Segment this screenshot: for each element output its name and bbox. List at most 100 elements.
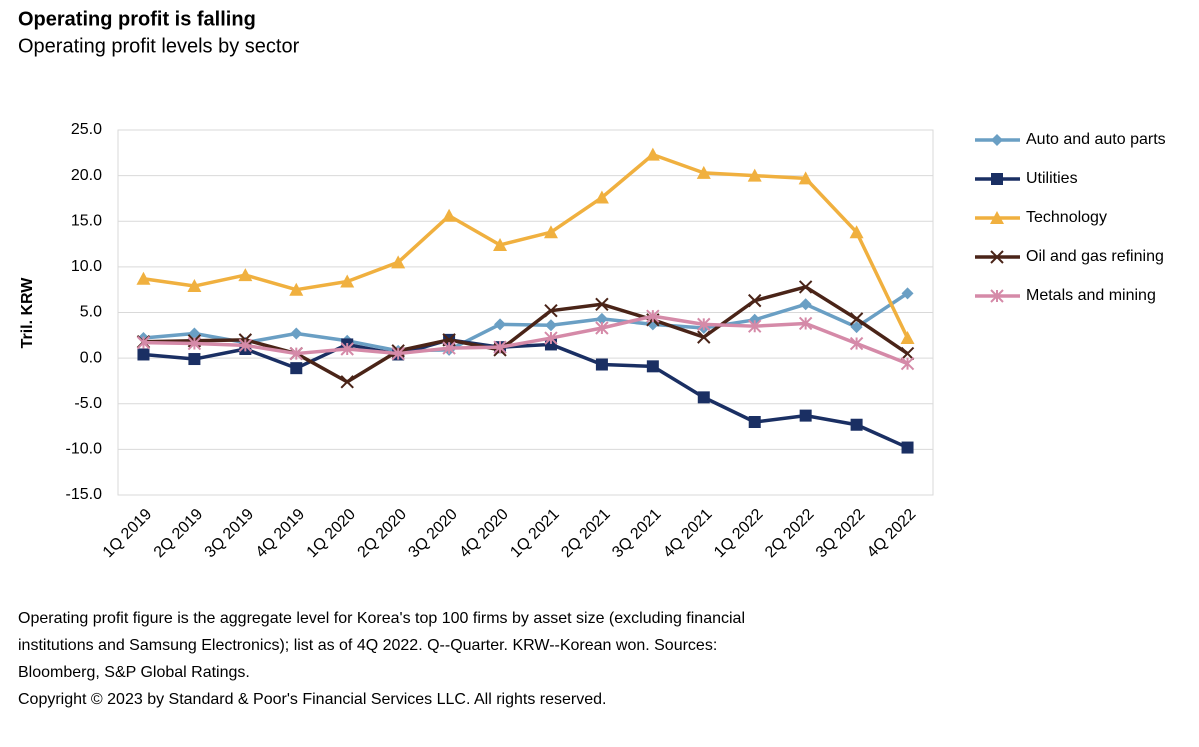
data-point bbox=[544, 319, 557, 332]
data-point bbox=[493, 237, 508, 251]
x-tick-label: 4Q 2022 bbox=[864, 506, 920, 562]
data-point bbox=[340, 342, 354, 356]
x-tick-label: 2Q 2021 bbox=[558, 506, 614, 562]
legend-marker bbox=[990, 289, 1004, 303]
footnote: Bloomberg, S&P Global Ratings. bbox=[18, 664, 250, 681]
y-tick-label: 5.0 bbox=[80, 304, 102, 321]
y-tick-label: 10.0 bbox=[71, 258, 102, 275]
data-point bbox=[900, 346, 915, 361]
data-point bbox=[493, 340, 507, 354]
y-tick-label: 15.0 bbox=[71, 212, 102, 229]
x-tick-label: 2Q 2019 bbox=[151, 506, 207, 562]
series-line bbox=[143, 285, 909, 384]
data-point bbox=[289, 282, 304, 296]
data-point bbox=[136, 335, 151, 350]
x-tick-label: 1Q 2019 bbox=[100, 506, 156, 562]
x-tick-label: 3Q 2020 bbox=[405, 506, 461, 562]
y-axis-label: Tril. KRW bbox=[19, 277, 36, 349]
legend-marker bbox=[991, 134, 1003, 146]
data-point bbox=[849, 312, 864, 326]
data-point bbox=[544, 303, 558, 318]
data-point bbox=[645, 147, 660, 161]
data-point bbox=[901, 441, 914, 454]
x-tick-label: 1Q 2020 bbox=[304, 506, 360, 562]
data-point bbox=[289, 346, 303, 361]
data-point bbox=[696, 165, 711, 179]
x-tick-label: 4Q 2020 bbox=[456, 506, 512, 562]
data-point bbox=[594, 190, 609, 204]
data-point bbox=[850, 418, 863, 431]
data-point bbox=[697, 330, 711, 344]
data-point bbox=[697, 391, 710, 404]
data-point bbox=[748, 319, 762, 333]
legend-marker bbox=[990, 211, 1004, 224]
data-point bbox=[595, 358, 608, 371]
data-point bbox=[340, 274, 355, 288]
y-tick-label: -10.0 bbox=[66, 441, 103, 458]
x-tick-label: 3Q 2022 bbox=[813, 506, 869, 562]
data-point bbox=[238, 338, 253, 353]
series-line bbox=[143, 291, 909, 353]
chart-subtitle: Operating profit levels by sector bbox=[18, 35, 300, 57]
data-point bbox=[340, 375, 354, 389]
series-line bbox=[143, 152, 910, 339]
data-point bbox=[747, 168, 762, 182]
data-point bbox=[849, 225, 864, 239]
data-point bbox=[646, 309, 660, 323]
data-point bbox=[850, 321, 863, 334]
data-point bbox=[543, 225, 558, 239]
data-point bbox=[901, 287, 914, 300]
data-point bbox=[187, 279, 202, 293]
data-point bbox=[595, 297, 609, 311]
x-tick-label: 1Q 2022 bbox=[711, 506, 767, 562]
data-point bbox=[748, 416, 761, 428]
x-tick-label: 1Q 2021 bbox=[507, 506, 563, 562]
data-point bbox=[187, 336, 202, 351]
x-tick-label: 3Q 2019 bbox=[202, 506, 258, 562]
data-point bbox=[442, 341, 456, 355]
y-tick-label: -15.0 bbox=[66, 486, 103, 503]
legend-label: Oil and gas refining bbox=[1026, 248, 1164, 265]
data-point bbox=[748, 293, 762, 308]
data-point bbox=[238, 268, 253, 282]
data-point bbox=[136, 271, 151, 285]
x-tick-label: 4Q 2019 bbox=[253, 506, 309, 562]
legend-label: Technology bbox=[1026, 209, 1107, 226]
footnote: institutions and Samsung Electronics); l… bbox=[18, 637, 717, 654]
data-point bbox=[391, 346, 405, 361]
data-point bbox=[849, 336, 864, 351]
data-point bbox=[900, 331, 915, 345]
data-point bbox=[188, 353, 201, 366]
legend-marker bbox=[991, 173, 1003, 185]
chart-title: Operating profit is falling bbox=[18, 8, 256, 30]
footnote: Operating profit figure is the aggregate… bbox=[18, 610, 745, 627]
x-tick-label: 2Q 2022 bbox=[762, 506, 818, 562]
data-point bbox=[900, 356, 915, 371]
data-point bbox=[494, 318, 507, 331]
x-tick-label: 4Q 2021 bbox=[660, 506, 716, 562]
data-point bbox=[137, 348, 150, 361]
data-point bbox=[798, 316, 813, 331]
data-point bbox=[290, 327, 303, 340]
data-point bbox=[595, 312, 608, 325]
data-point bbox=[646, 360, 659, 373]
data-point bbox=[798, 171, 813, 185]
data-point bbox=[697, 317, 711, 332]
x-tick-label: 2Q 2020 bbox=[355, 506, 411, 562]
x-tick-label: 3Q 2021 bbox=[609, 506, 665, 562]
legend-label: Auto and auto parts bbox=[1026, 131, 1166, 148]
y-tick-label: -5.0 bbox=[74, 395, 102, 412]
y-tick-label: 0.0 bbox=[80, 349, 102, 366]
data-point bbox=[290, 362, 303, 375]
legend-marker bbox=[990, 250, 1004, 264]
series-line bbox=[143, 338, 909, 450]
data-point bbox=[391, 255, 406, 269]
y-tick-label: 20.0 bbox=[71, 167, 102, 184]
data-point bbox=[544, 331, 558, 345]
legend-label: Metals and mining bbox=[1026, 287, 1156, 304]
data-point bbox=[595, 321, 609, 335]
data-point bbox=[798, 280, 813, 294]
y-tick-label: 25.0 bbox=[71, 121, 102, 138]
